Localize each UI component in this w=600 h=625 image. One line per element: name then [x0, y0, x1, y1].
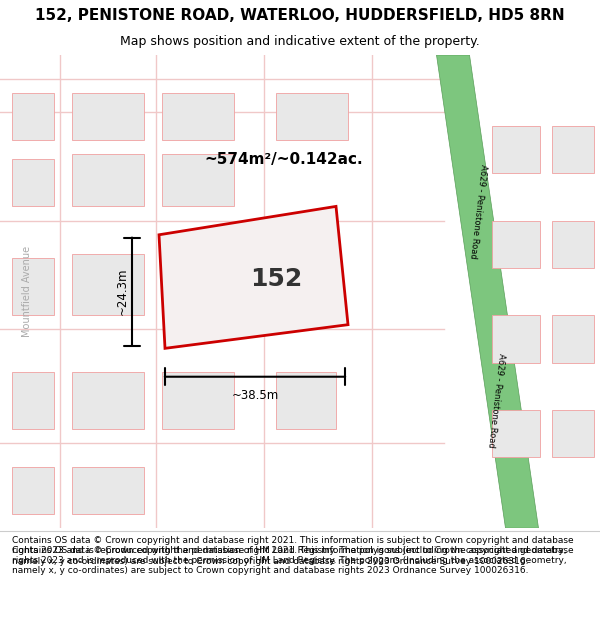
Text: Contains OS data © Crown copyright and database right 2021. This information is : Contains OS data © Crown copyright and d… [12, 546, 574, 576]
FancyBboxPatch shape [552, 221, 594, 268]
FancyBboxPatch shape [72, 372, 144, 429]
Text: Map shows position and indicative extent of the property.: Map shows position and indicative extent… [120, 35, 480, 48]
Text: ~38.5m: ~38.5m [232, 389, 278, 402]
FancyBboxPatch shape [276, 372, 336, 429]
Text: 152, PENISTONE ROAD, WATERLOO, HUDDERSFIELD, HD5 8RN: 152, PENISTONE ROAD, WATERLOO, HUDDERSFI… [35, 8, 565, 23]
Text: Contains OS data © Crown copyright and database right 2021. This information is : Contains OS data © Crown copyright and d… [12, 536, 574, 566]
Text: A629 - Penistone Road: A629 - Penistone Road [468, 164, 487, 259]
FancyBboxPatch shape [12, 467, 54, 514]
FancyBboxPatch shape [492, 410, 540, 457]
FancyBboxPatch shape [552, 126, 594, 173]
FancyBboxPatch shape [492, 221, 540, 268]
FancyBboxPatch shape [552, 410, 594, 457]
Text: ~574m²/~0.142ac.: ~574m²/~0.142ac. [204, 152, 362, 167]
Text: 152: 152 [250, 266, 302, 291]
Text: A629 - Penistone Road: A629 - Penistone Road [486, 352, 505, 448]
FancyBboxPatch shape [492, 126, 540, 173]
Polygon shape [437, 55, 539, 528]
FancyBboxPatch shape [492, 315, 540, 362]
Text: Mountfield Avenue: Mountfield Avenue [22, 246, 32, 337]
Text: ~24.3m: ~24.3m [116, 268, 129, 315]
FancyBboxPatch shape [12, 159, 54, 206]
FancyBboxPatch shape [276, 93, 348, 140]
FancyBboxPatch shape [72, 467, 144, 514]
FancyBboxPatch shape [162, 372, 234, 429]
Polygon shape [159, 206, 348, 348]
FancyBboxPatch shape [552, 315, 594, 362]
FancyBboxPatch shape [12, 259, 54, 315]
FancyBboxPatch shape [12, 93, 54, 140]
FancyBboxPatch shape [72, 154, 144, 206]
FancyBboxPatch shape [12, 372, 54, 429]
FancyBboxPatch shape [162, 154, 234, 206]
FancyBboxPatch shape [162, 93, 234, 140]
FancyBboxPatch shape [72, 93, 144, 140]
FancyBboxPatch shape [72, 254, 144, 315]
